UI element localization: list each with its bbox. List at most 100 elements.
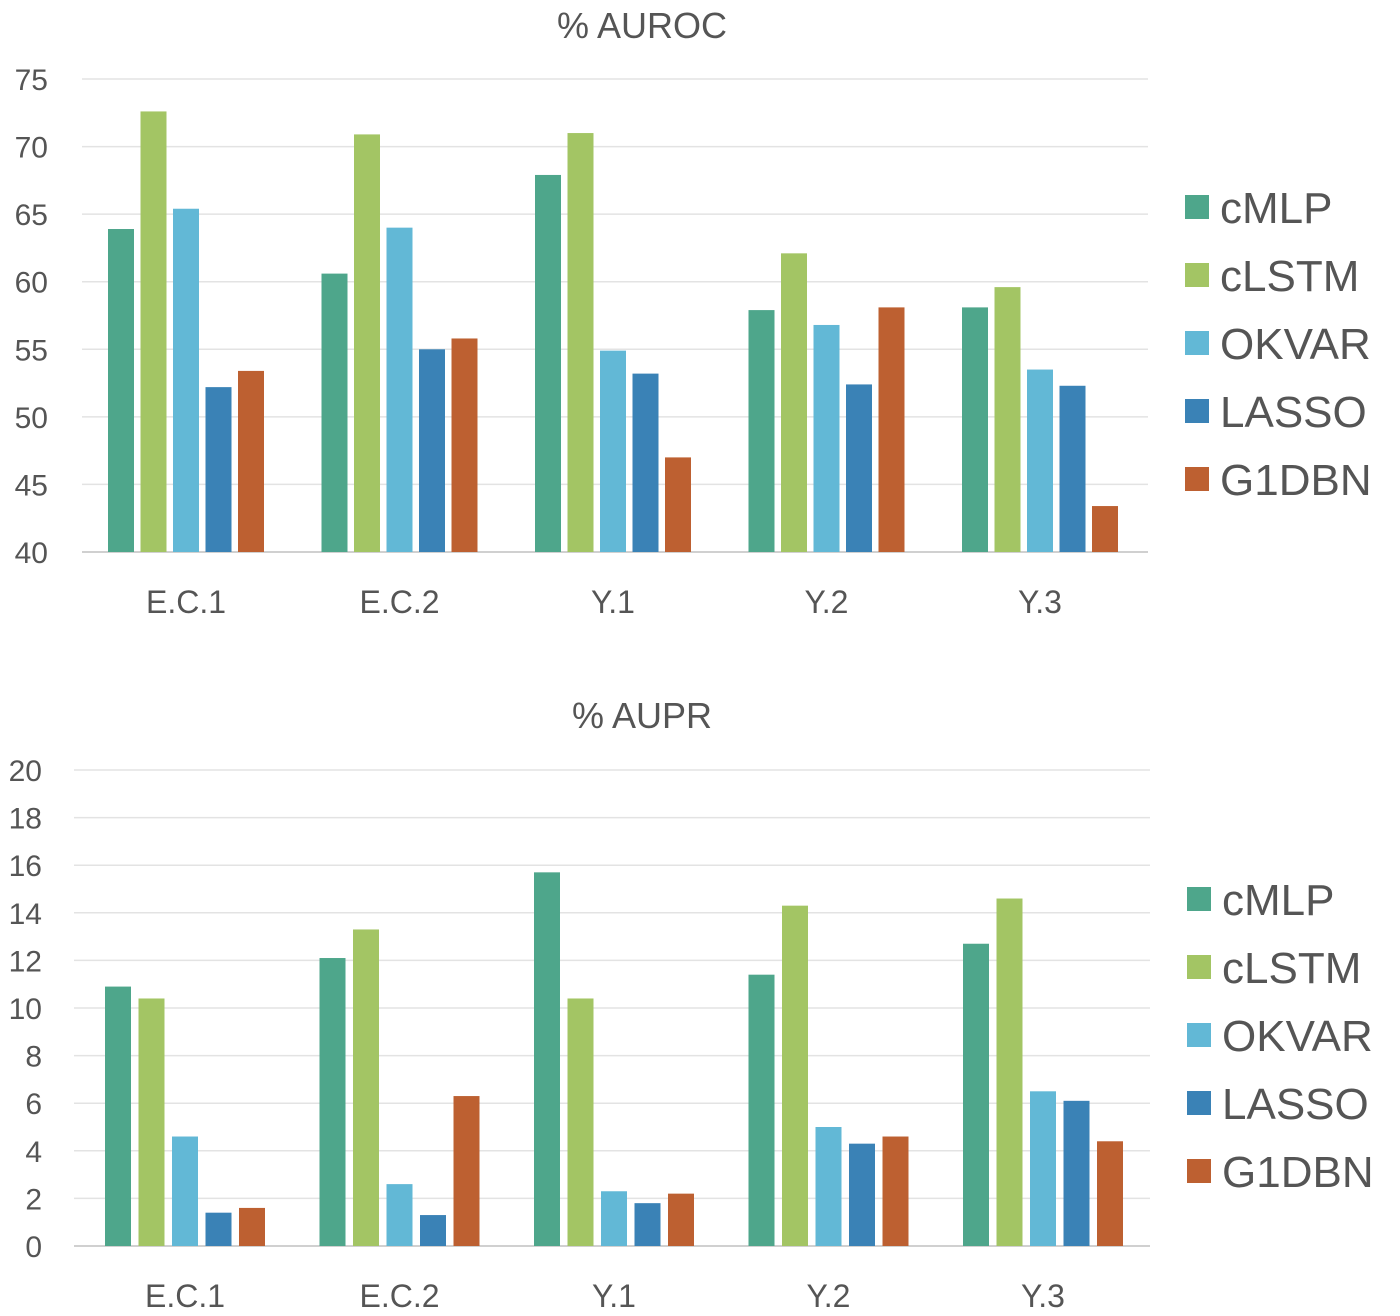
x-category-label: Y.1 [592,1278,636,1314]
bar-lasso-y2 [846,384,872,552]
bar-okvar-ec2 [386,227,413,552]
bar-g1dbn-y2 [882,1136,909,1246]
chart-title: % AUPR [572,695,712,736]
x-category-label: Y.2 [807,1278,851,1314]
bar-cmlp-y2 [748,310,775,552]
y-tick-label: 50 [15,402,48,435]
y-tick-label: 45 [15,469,48,502]
bar-g1dbn-y3 [1092,506,1118,552]
bar-cmlp-ec1 [105,986,131,1246]
legend-label-lasso: LASSO [1222,1080,1369,1129]
bar-cmlp-y3 [963,943,989,1246]
bar-okvar-ec2 [386,1184,413,1246]
bar-okvar-y3 [1030,1091,1056,1246]
legend-swatch-okvar [1185,331,1209,355]
legend-swatch-lasso [1187,1091,1211,1115]
bar-clstm-y3 [994,287,1021,552]
bar-g1dbn-ec2 [453,1096,480,1246]
bar-lasso-y3 [1059,385,1086,552]
legend-swatch-g1dbn [1187,1159,1211,1183]
y-tick-label: 6 [25,1088,42,1121]
bar-cmlp-ec2 [321,273,348,552]
legend-swatch-clstm [1185,263,1209,287]
bar-clstm-y1 [567,133,594,553]
y-tick-label: 2 [25,1183,42,1216]
bar-okvar-y3 [1027,369,1053,552]
bar-lasso-y1 [632,373,659,552]
legend-label-clstm: cLSTM [1222,944,1361,993]
legend-label-okvar: OKVAR [1222,1012,1373,1061]
legend-label-okvar: OKVAR [1220,320,1371,369]
bar-lasso-y1 [634,1203,661,1246]
x-category-label: Y.1 [591,584,635,620]
legend-swatch-cmlp [1187,887,1211,911]
y-tick-label: 8 [25,1041,42,1074]
legend-label-cmlp: cMLP [1220,184,1332,233]
bar-g1dbn-ec1 [239,1207,265,1246]
bar-g1dbn-ec2 [451,338,478,552]
x-category-label: E.C.1 [145,1278,225,1314]
bar-lasso-y3 [1063,1100,1090,1246]
bar-clstm-ec1 [138,998,165,1246]
y-tick-label: 55 [15,334,48,367]
chart-title: % AUROC [557,5,727,46]
x-category-label: E.C.2 [359,584,439,620]
bar-g1dbn-y1 [665,457,691,552]
y-tick-label: 40 [15,537,48,570]
bar-cmlp-y1 [534,872,560,1246]
y-tick-label: 10 [9,993,42,1026]
bar-cmlp-y2 [748,974,775,1246]
bar-clstm-y2 [781,253,807,552]
x-category-label: Y.3 [1018,584,1062,620]
y-tick-label: 70 [15,132,48,165]
legend-label-clstm: cLSTM [1220,252,1359,301]
legend-label-cmlp: cMLP [1222,876,1334,925]
bar-clstm-ec1 [140,111,167,552]
y-tick-label: 16 [9,850,42,883]
legend-swatch-clstm [1187,955,1211,979]
legend-swatch-cmlp [1185,195,1209,219]
auroc-chart-panel: % AUROC 40 45 50 55 60 65 70 75 E.C.1 E.C.2 Y.1 Y.2 Y… [15,5,1372,620]
bar-okvar-y2 [813,324,840,552]
bar-g1dbn-y3 [1097,1141,1123,1246]
y-tick-label: 0 [25,1231,42,1264]
bar-cmlp-y1 [535,174,561,553]
bar-okvar-ec1 [172,1136,198,1246]
bar-okvar-y1 [600,350,626,552]
y-tick-label: 20 [9,755,42,788]
y-tick-label: 4 [25,1136,42,1169]
bar-lasso-y2 [849,1143,875,1246]
bar-okvar-y1 [601,1191,627,1246]
aupr-chart-panel: % AUPR 0 2 4 6 8 10 12 14 16 18 20 E.C.1 E.C.2 Y.1 Y.2 Y… [9,695,1374,1314]
bar-clstm-ec2 [353,929,379,1246]
legend-swatch-g1dbn [1185,467,1209,491]
bar-cmlp-ec1 [108,229,134,552]
bar-lasso-ec2 [420,1215,446,1246]
legend-label-lasso: LASSO [1220,388,1367,437]
bar-g1dbn-y1 [668,1193,694,1246]
legend-label-g1dbn: G1DBN [1222,1148,1374,1197]
y-tick-label: 18 [9,803,42,836]
y-tick-label: 12 [9,945,42,978]
bar-g1dbn-y2 [878,307,905,552]
bar-lasso-ec1 [205,1212,232,1246]
bar-okvar-ec1 [173,208,199,553]
x-category-label: E.C.1 [146,584,226,620]
legend-swatch-okvar [1187,1023,1211,1047]
x-category-label: E.C.2 [359,1278,439,1314]
bar-clstm-ec2 [354,134,380,552]
bar-lasso-ec1 [205,387,232,552]
x-category-label: Y.2 [805,584,849,620]
bar-cmlp-ec2 [319,958,346,1246]
y-tick-label: 14 [9,898,42,931]
legend-swatch-lasso [1185,399,1209,423]
bar-clstm-y2 [782,905,808,1246]
bar-g1dbn-ec1 [238,370,264,552]
bar-lasso-ec2 [419,349,445,552]
legend-label-g1dbn: G1DBN [1220,456,1372,505]
y-tick-label: 75 [15,64,48,97]
bar-cmlp-y3 [962,307,988,552]
bar-clstm-y1 [567,998,594,1246]
y-tick-label: 65 [15,199,48,232]
